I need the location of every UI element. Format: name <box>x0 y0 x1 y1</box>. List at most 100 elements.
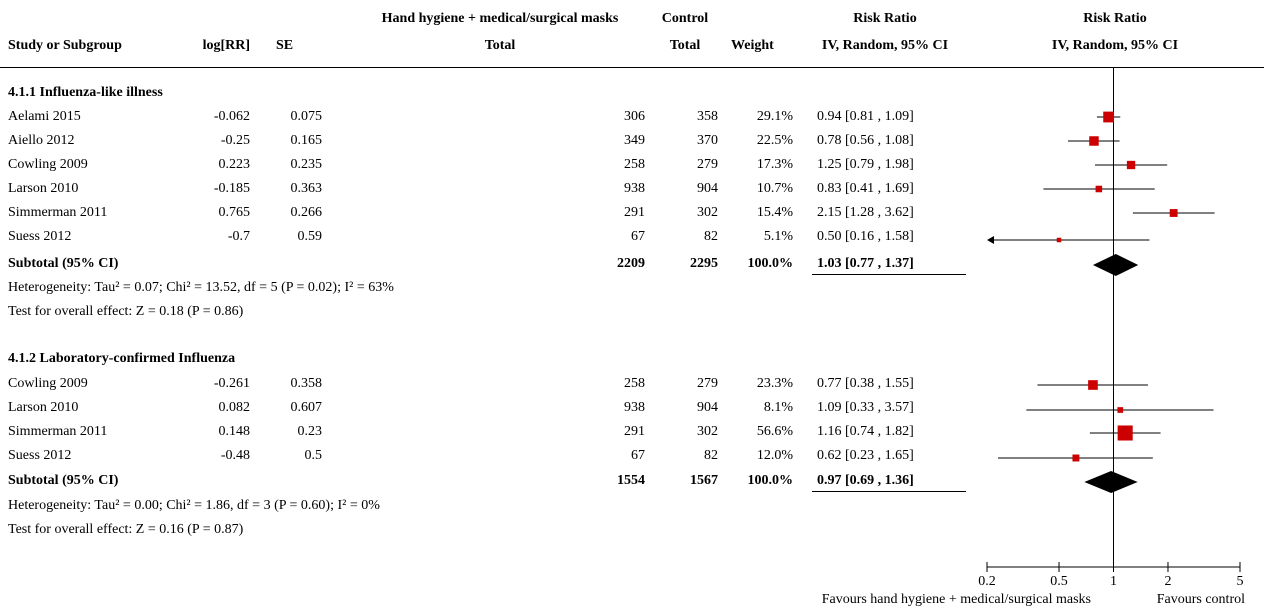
study-logrr: -0.7 <box>227 229 250 244</box>
overall-effect-text: Test for overall effect: Z = 0.18 (P = 0… <box>8 304 244 319</box>
study-logrr: 0.765 <box>218 205 251 220</box>
study-se: 0.075 <box>290 109 323 124</box>
plot-title-header: Risk Ratio <box>1083 11 1147 26</box>
subgroup-title: 4.1.1 Influenza-like illness <box>8 85 163 100</box>
study-exp-total: 67 <box>631 229 645 244</box>
subtotal-exp-total: 1554 <box>617 473 645 488</box>
study-name: Suess 2012 <box>8 229 72 244</box>
ctrl-group-header: Control <box>661 11 709 26</box>
study-weight: 12.0% <box>756 448 793 463</box>
study-se: 0.607 <box>290 400 323 415</box>
study-square <box>1089 136 1099 146</box>
study-se: 0.358 <box>290 376 323 391</box>
study-ctrl-total: 370 <box>697 133 718 148</box>
study-exp-total: 938 <box>624 400 645 415</box>
study-square <box>1103 111 1115 123</box>
subgroup-title: 4.1.2 Laboratory-confirmed Influenza <box>8 351 236 366</box>
study-square <box>1126 160 1136 170</box>
study-name: Larson 2010 <box>8 181 79 196</box>
study-ctrl-total: 82 <box>704 229 718 244</box>
favours-right-label: Favours control <box>1157 592 1245 607</box>
study-column-header: Study or Subgroup <box>8 38 122 53</box>
subtotal-diamond <box>1092 254 1139 276</box>
heterogeneity-text: Heterogeneity: Tau² = 0.07; Chi² = 13.52… <box>8 280 394 295</box>
logrr-column-header: log[RR] <box>202 38 250 53</box>
se-column-header: SE <box>276 38 294 53</box>
study-weight: 5.1% <box>763 229 793 244</box>
study-exp-total: 938 <box>624 181 645 196</box>
study-square <box>1095 185 1103 193</box>
study-name: Cowling 2009 <box>8 376 88 391</box>
subtotal-exp-total: 2209 <box>617 256 645 271</box>
study-name: Suess 2012 <box>8 448 72 463</box>
study-logrr: -0.48 <box>220 448 250 463</box>
study-se: 0.165 <box>290 133 323 148</box>
study-ctrl-total: 904 <box>697 400 718 415</box>
study-ci: 0.94 [0.81 , 1.09] <box>817 109 914 124</box>
subtotal-ci: 0.97 [0.69 , 1.36] <box>817 473 914 488</box>
exp-total-header: Total <box>484 38 516 53</box>
study-logrr: 0.082 <box>218 400 251 415</box>
study-se: 0.363 <box>290 181 323 196</box>
subtotal-weight: 100.0% <box>747 473 794 488</box>
study-weight: 17.3% <box>756 157 793 172</box>
heterogeneity-text: Heterogeneity: Tau² = 0.00; Chi² = 1.86,… <box>8 498 380 513</box>
study-name: Simmerman 2011 <box>8 424 108 439</box>
overall-effect-text: Test for overall effect: Z = 0.16 (P = 0… <box>8 522 244 537</box>
study-weight: 56.6% <box>756 424 793 439</box>
study-exp-total: 349 <box>624 133 645 148</box>
x-axis-tick-label: 2 <box>1164 574 1171 589</box>
study-name: Larson 2010 <box>8 400 79 415</box>
study-exp-total: 291 <box>624 424 645 439</box>
study-ctrl-total: 358 <box>697 109 718 124</box>
study-ctrl-total: 302 <box>697 205 718 220</box>
study-ci: 1.16 [0.74 , 1.82] <box>817 424 914 439</box>
study-ci: 0.78 [0.56 , 1.08] <box>817 133 914 148</box>
study-ctrl-total: 82 <box>704 448 718 463</box>
study-weight: 10.7% <box>756 181 793 196</box>
study-ci: 2.15 [1.28 , 3.62] <box>817 205 914 220</box>
study-se: 0.59 <box>297 229 323 244</box>
weight-column-header: Weight <box>731 38 774 53</box>
study-weight: 15.4% <box>756 205 793 220</box>
study-ci: 0.77 [0.38 , 1.55] <box>817 376 914 391</box>
study-ctrl-total: 279 <box>697 157 718 172</box>
subtotal-ci: 1.03 [0.77 , 1.37] <box>817 256 914 271</box>
study-name: Cowling 2009 <box>8 157 88 172</box>
study-weight: 29.1% <box>756 109 793 124</box>
study-logrr: 0.148 <box>218 424 251 439</box>
rr-title-header: Risk Ratio <box>853 11 917 26</box>
x-axis-tick-label: 0.5 <box>1050 574 1068 589</box>
study-square <box>1117 407 1124 413</box>
subtotal-label: Subtotal (95% CI) <box>8 473 119 488</box>
x-axis-tick-label: 0.2 <box>978 574 996 589</box>
study-name: Simmerman 2011 <box>8 205 108 220</box>
study-name: Aelami 2015 <box>8 109 81 124</box>
study-ctrl-total: 302 <box>697 424 718 439</box>
subtotal-ctrl-total: 2295 <box>690 256 718 271</box>
favours-left-label: Favours hand hygiene + medical/surgical … <box>822 592 1091 607</box>
study-se: 0.23 <box>297 424 323 439</box>
subtotal-ci-underline <box>812 491 966 492</box>
study-square <box>1056 237 1062 243</box>
subtotal-ctrl-total: 1567 <box>690 473 718 488</box>
study-se: 0.235 <box>290 157 323 172</box>
study-logrr: 0.223 <box>218 157 251 172</box>
study-square <box>1169 209 1178 217</box>
x-axis-tick-label: 5 <box>1237 574 1244 589</box>
study-logrr: -0.261 <box>213 376 250 391</box>
study-square <box>1072 454 1080 462</box>
study-logrr: -0.062 <box>213 109 250 124</box>
subtotal-ci-underline <box>812 274 966 275</box>
study-exp-total: 291 <box>624 205 645 220</box>
study-ctrl-total: 279 <box>697 376 718 391</box>
study-ci: 0.50 [0.16 , 1.58] <box>817 229 914 244</box>
study-se: 0.5 <box>304 448 323 463</box>
study-exp-total: 67 <box>631 448 645 463</box>
study-ci: 1.25 [0.79 , 1.98] <box>817 157 914 172</box>
subtotal-diamond <box>1084 471 1138 493</box>
study-logrr: -0.185 <box>213 181 250 196</box>
subtotal-weight: 100.0% <box>747 256 794 271</box>
study-logrr: -0.25 <box>220 133 250 148</box>
